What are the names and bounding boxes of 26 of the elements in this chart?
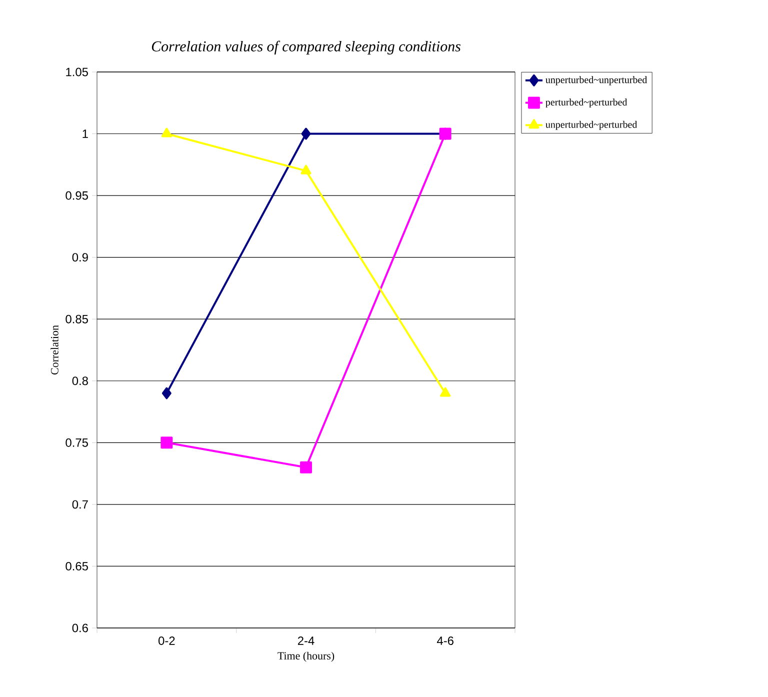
x-axis-title: Time (hours)	[278, 652, 334, 662]
point	[160, 436, 173, 449]
point	[301, 128, 311, 140]
y-tick-label: 0.9	[72, 253, 88, 262]
y-tick-label: 0.65	[66, 562, 88, 570]
y-tick-label: 0.8	[72, 376, 88, 386]
legend-label: unperturbed~unperturbed	[546, 76, 647, 86]
point	[300, 164, 312, 174]
y-tick-label: 0.85	[66, 314, 88, 324]
y-tick-label: 1	[82, 130, 88, 138]
y-tick-label: 0.6	[72, 624, 88, 632]
chart-title: Correlation values of compared sleeping conditions	[152, 40, 460, 54]
y-tick-label: 0.7	[72, 500, 88, 509]
y-tick-label: 0.75	[66, 438, 88, 447]
point	[162, 387, 172, 400]
point	[440, 387, 451, 397]
legend-label: unperturbed~perturbed	[546, 120, 638, 130]
point	[300, 461, 312, 474]
point	[161, 128, 172, 138]
y-tick-label: 0.95	[66, 191, 88, 200]
x-tick-label: 4-6	[436, 636, 454, 645]
y-axis-title: Correlation	[50, 325, 58, 374]
x-tick-label: 2-4	[298, 636, 314, 645]
y-tick-label: 1.05	[66, 68, 88, 76]
legend-label: perturbed~perturbed	[546, 98, 628, 108]
x-tick-label: 0-2	[158, 636, 175, 645]
